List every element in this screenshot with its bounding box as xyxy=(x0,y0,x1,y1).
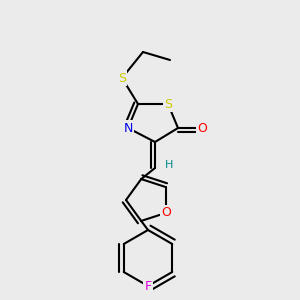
Text: O: O xyxy=(197,122,207,134)
Text: N: N xyxy=(123,122,133,134)
Text: F: F xyxy=(144,280,152,292)
Text: H: H xyxy=(165,160,173,170)
Text: S: S xyxy=(118,71,126,85)
Text: S: S xyxy=(164,98,172,110)
Text: O: O xyxy=(161,206,171,219)
